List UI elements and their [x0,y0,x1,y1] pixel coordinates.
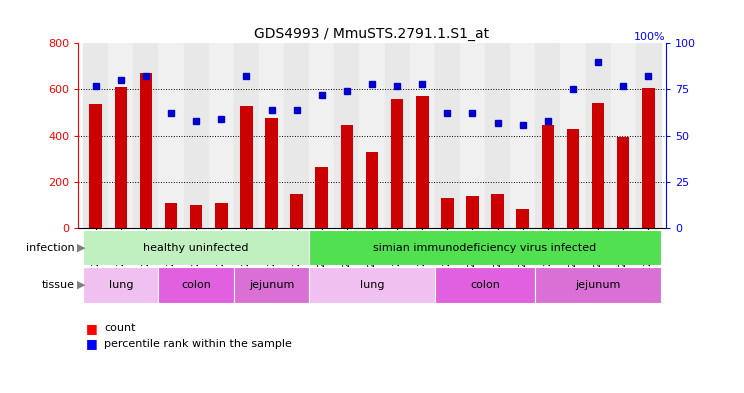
Bar [83,267,158,303]
Bar [385,43,410,228]
Bar [133,43,158,228]
Bar [535,43,560,228]
Bar [341,125,353,228]
Bar [234,267,310,303]
Text: 100%: 100% [634,32,666,42]
Text: jejunum: jejunum [575,280,620,290]
Bar [434,43,460,228]
Bar [190,205,202,228]
Text: ▶: ▶ [77,242,86,253]
Bar [359,43,385,228]
Bar [535,267,661,303]
Bar [266,118,278,228]
Bar [240,106,253,228]
Bar [158,43,184,228]
Bar [567,129,580,228]
Bar [560,43,586,228]
Bar [89,105,102,228]
Bar [586,43,611,228]
Text: count: count [104,323,135,333]
Text: colon: colon [182,280,211,290]
Bar [391,99,403,228]
Bar [410,43,434,228]
Text: infection: infection [26,242,74,253]
Bar [234,43,259,228]
Bar [310,230,661,265]
Bar [441,198,454,228]
Bar [83,230,310,265]
Bar [184,43,209,228]
Bar [466,196,478,228]
Text: percentile rank within the sample: percentile rank within the sample [104,339,292,349]
Bar [115,87,127,228]
Bar [334,43,359,228]
Title: GDS4993 / MmuSTS.2791.1.S1_at: GDS4993 / MmuSTS.2791.1.S1_at [254,27,490,41]
Text: simian immunodeficiency virus infected: simian immunodeficiency virus infected [373,242,597,253]
Bar [259,43,284,228]
Bar [215,202,228,228]
Bar [416,96,429,228]
Text: ■: ■ [86,337,97,351]
Bar [209,43,234,228]
Text: ▶: ▶ [77,280,86,290]
Text: jejunum: jejunum [248,280,294,290]
Bar [83,43,109,228]
Text: lung: lung [360,280,384,290]
Bar [591,103,604,228]
Bar [491,194,504,228]
Bar [158,267,234,303]
Bar [516,209,529,228]
Bar [617,137,629,228]
Bar [460,43,485,228]
Text: lung: lung [109,280,133,290]
Text: colon: colon [470,280,500,290]
Bar [164,203,177,228]
Bar [310,267,434,303]
Text: healthy uninfected: healthy uninfected [144,242,249,253]
Bar [485,43,510,228]
Bar [284,43,310,228]
Bar [290,194,303,228]
Bar [510,43,535,228]
Bar [109,43,133,228]
Text: ■: ■ [86,321,97,335]
Bar [642,88,655,228]
Bar [140,73,153,228]
Bar [315,167,328,228]
Bar [635,43,661,228]
Bar [310,43,334,228]
Bar [434,267,535,303]
Text: tissue: tissue [42,280,74,290]
Bar [366,152,378,228]
Bar [542,125,554,228]
Bar [611,43,635,228]
